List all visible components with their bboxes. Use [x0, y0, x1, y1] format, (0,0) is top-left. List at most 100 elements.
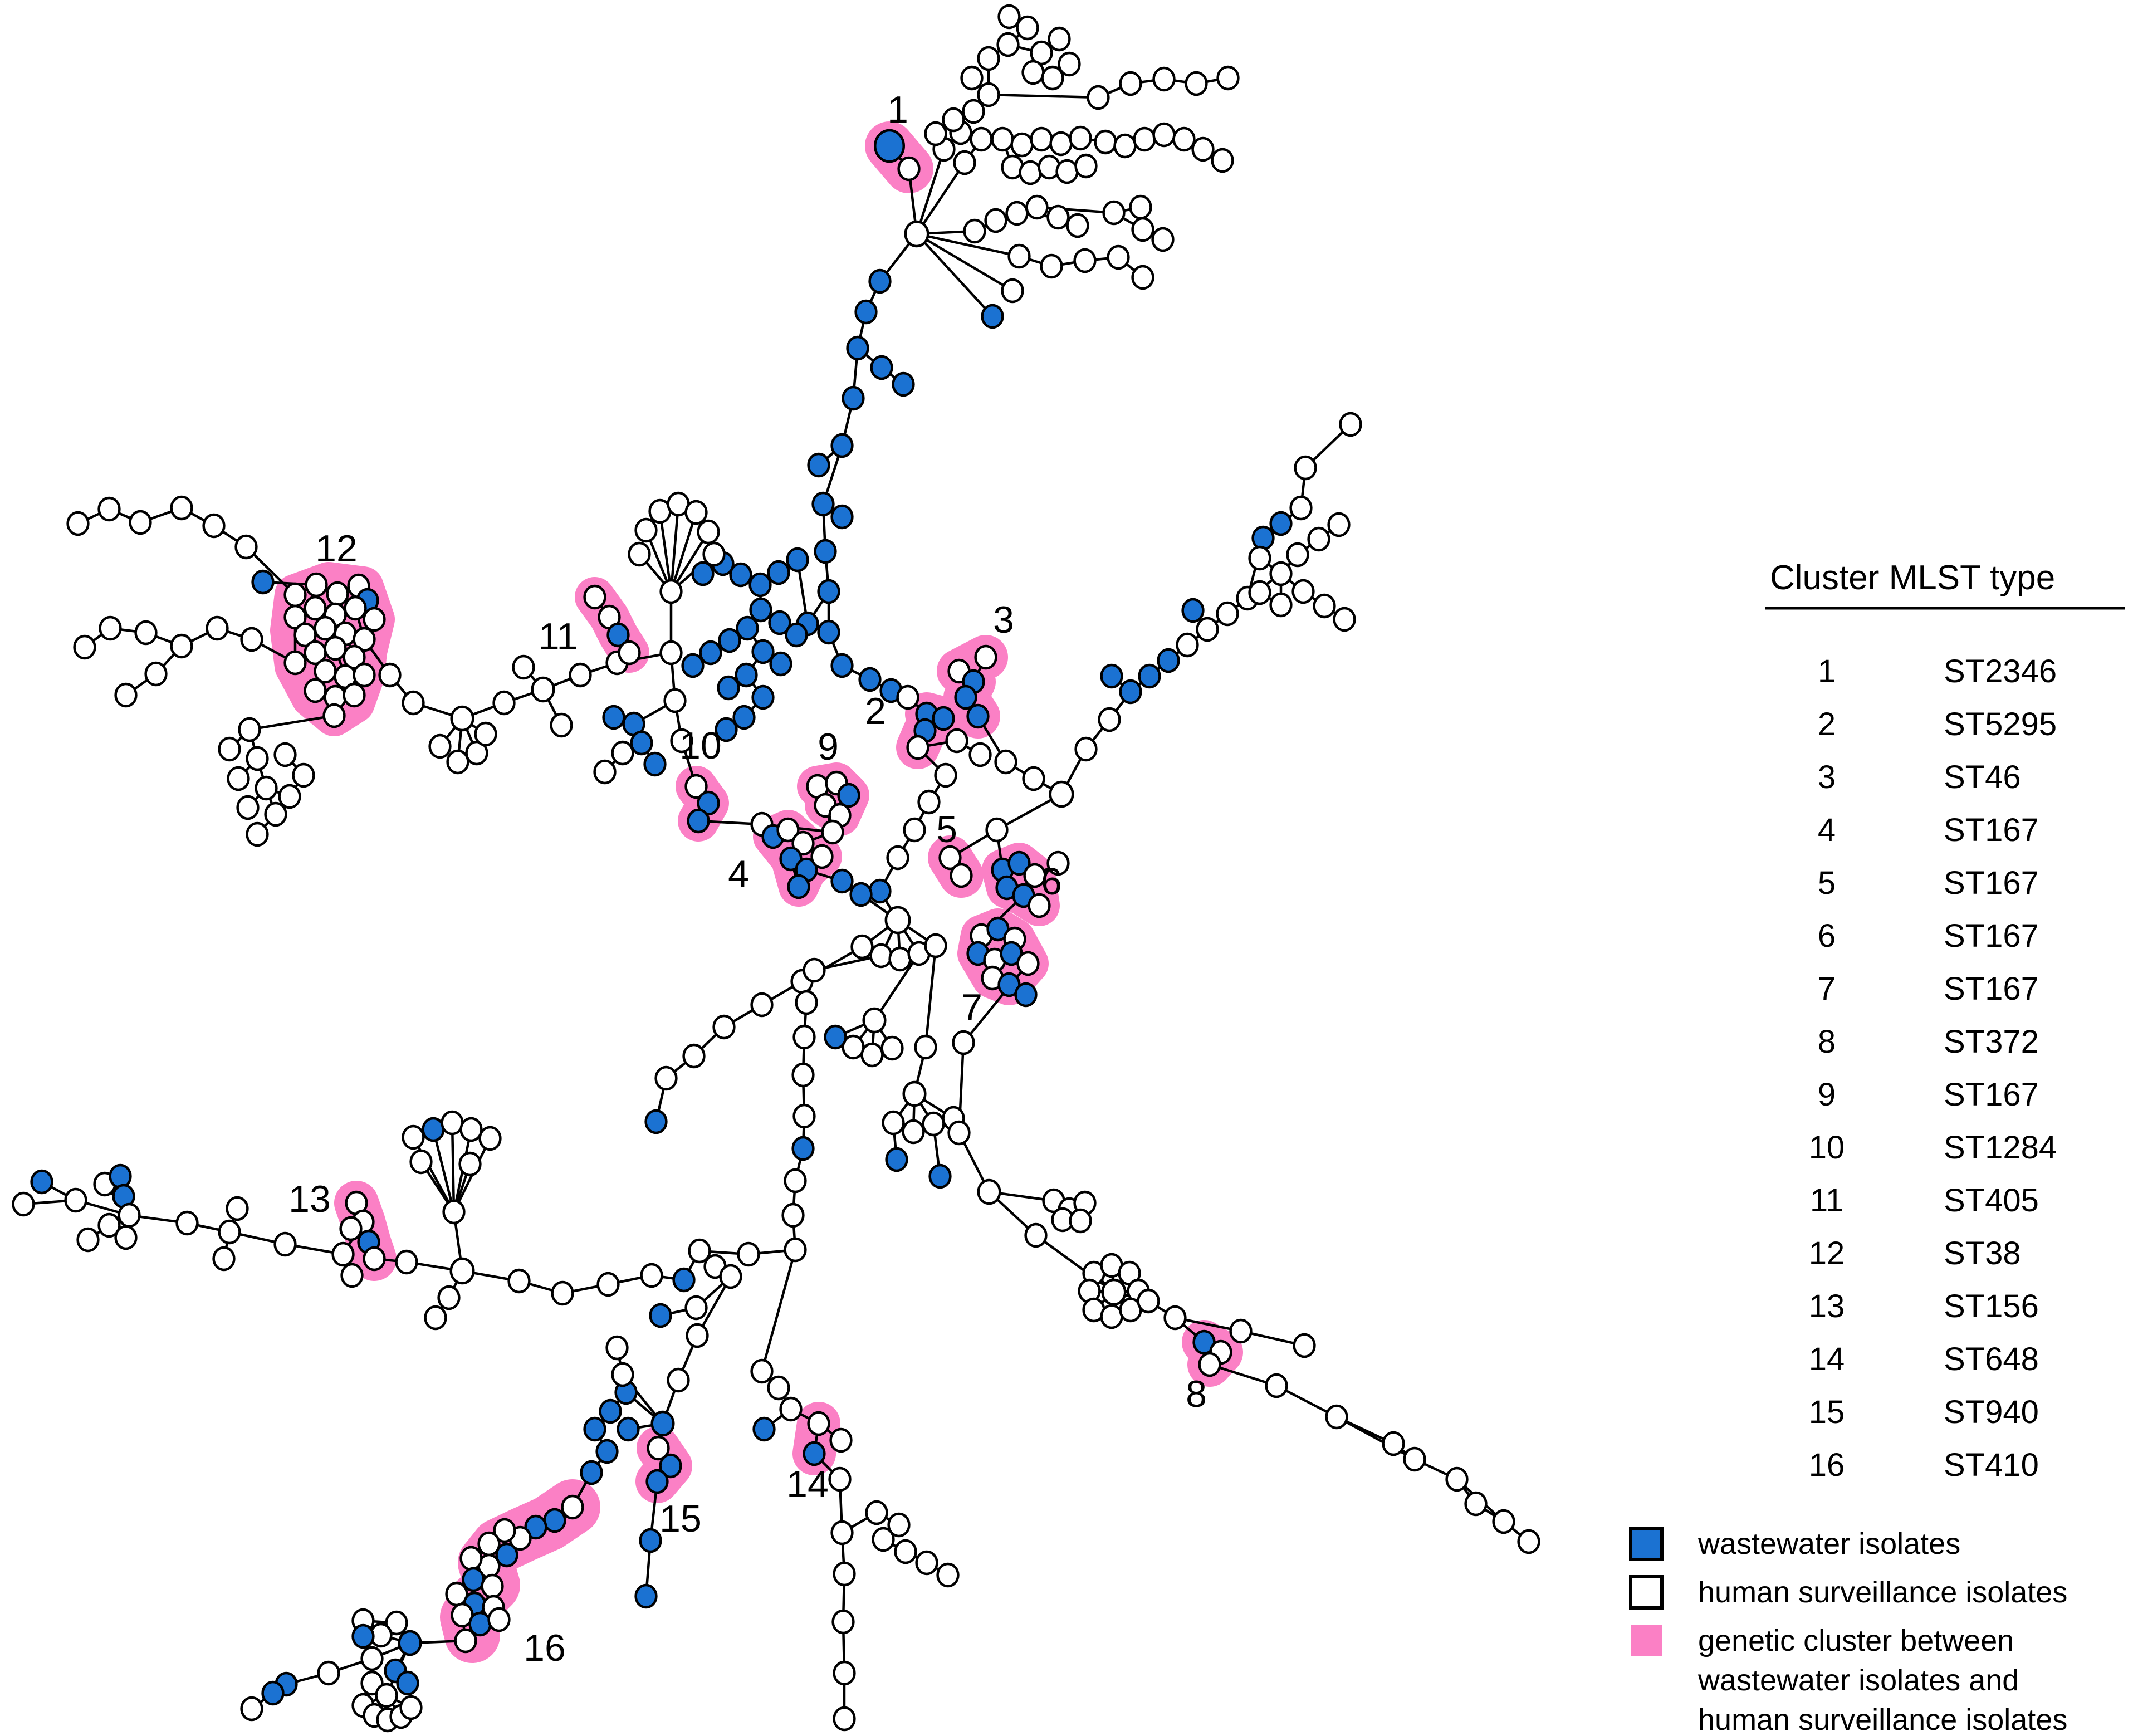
cluster-label-6: 6	[1041, 860, 1062, 903]
surveillance-isolate-node	[970, 126, 993, 152]
mlst-row-mlst-type: ST167	[1944, 865, 2039, 901]
surveillance-isolate-node	[984, 208, 1007, 233]
surveillance-isolate-node	[144, 661, 168, 687]
surveillance-isolate-node	[492, 690, 516, 716]
surveillance-isolate-node	[424, 1305, 447, 1331]
wastewater-isolate-node	[846, 335, 869, 361]
surveillance-isolate-node	[1294, 455, 1317, 481]
wastewater-isolate-node	[1157, 648, 1180, 673]
wastewater-isolate-node	[814, 539, 837, 564]
surveillance-isolate-node	[304, 595, 327, 621]
surveillance-isolate-node	[605, 1335, 629, 1361]
surveillance-isolate-node	[647, 1435, 670, 1461]
network-edge	[249, 714, 335, 731]
surveillance-isolate-node	[1172, 126, 1196, 152]
surveillance-isolate-node	[1131, 265, 1154, 290]
surveillance-isolate-node	[493, 1518, 516, 1543]
surveillance-isolate-node	[1163, 1305, 1187, 1331]
surveillance-isolate-node	[996, 32, 1020, 57]
surveillance-isolate-node	[317, 1660, 340, 1686]
surveillance-isolate-node	[76, 1227, 100, 1253]
cluster-label-9: 9	[818, 726, 839, 768]
wastewater-isolate-node	[543, 1508, 566, 1533]
surveillance-isolate-node	[833, 1706, 856, 1732]
surveillance-isolate-node	[1055, 159, 1079, 184]
surveillance-isolate-node	[670, 728, 693, 754]
wastewater-isolate-node	[830, 653, 854, 678]
surveillance-isolate-node	[902, 1080, 927, 1107]
wastewater-isolate-node	[1181, 598, 1205, 623]
mlst-row-cluster-number: 7	[1818, 971, 1836, 1007]
surveillance-isolate-node	[353, 627, 376, 652]
wastewater-isolate-node	[495, 1542, 518, 1568]
surveillance-isolate-node	[304, 678, 327, 703]
mlst-row-cluster-number: 12	[1809, 1235, 1845, 1272]
network-edge	[915, 149, 946, 234]
mlst-row-cluster-number: 2	[1818, 706, 1836, 742]
surveillance-isolate-node	[218, 736, 241, 762]
surveillance-isolate-node	[1313, 593, 1336, 619]
surveillance-isolate-node	[688, 1238, 711, 1264]
surveillance-isolate-node	[887, 1512, 911, 1538]
legend-swatch-human-surveillance	[1629, 1575, 1664, 1610]
mlst-row-mlst-type: ST167	[1944, 1077, 2039, 1113]
wastewater-isolate-node	[645, 1469, 669, 1494]
surveillance-isolate-node	[255, 775, 278, 801]
surveillance-isolate-node	[305, 572, 328, 598]
surveillance-isolate-node	[1307, 526, 1330, 552]
wastewater-isolate-node	[717, 675, 740, 701]
network-edge	[760, 1249, 797, 1372]
surveillance-isolate-node	[1339, 412, 1362, 437]
surveillance-isolate-node	[682, 1043, 706, 1069]
mlst-row-mlst-type: ST167	[1944, 971, 2039, 1007]
surveillance-isolate-node	[1229, 1318, 1253, 1344]
wastewater-isolate-node	[785, 622, 808, 648]
surveillance-isolate-node	[1492, 1509, 1515, 1534]
wastewater-isolate-node	[697, 790, 720, 816]
cluster-label-1: 1	[887, 89, 908, 131]
network-edge	[669, 503, 680, 592]
wastewater-isolate-node	[870, 355, 893, 380]
surveillance-isolate-node	[326, 581, 349, 607]
network-edge	[924, 945, 937, 1048]
wastewater-isolate-node	[1014, 982, 1038, 1008]
surveillance-isolate-node	[686, 1323, 709, 1348]
surveillance-isolate-node	[904, 220, 929, 248]
wastewater-isolate-node	[807, 452, 830, 478]
surveillance-isolate-node	[353, 662, 376, 688]
surveillance-isolate-node	[234, 534, 258, 560]
surveillance-isolate-node	[1010, 132, 1034, 158]
wastewater-isolate-node	[787, 874, 810, 899]
surveillance-isolate-node	[634, 517, 658, 543]
mlst-table-title: Cluster MLST type	[1770, 559, 2055, 597]
surveillance-isolate-node	[977, 82, 1000, 107]
surveillance-isolate-node	[1445, 1466, 1469, 1492]
mlst-row-cluster-number: 10	[1809, 1129, 1845, 1166]
surveillance-isolate-node	[1024, 1222, 1048, 1248]
network-edge	[451, 1122, 456, 1212]
cluster-label-2: 2	[865, 690, 886, 732]
surveillance-isolate-node	[810, 844, 834, 869]
wastewater-isolate-node	[30, 1169, 53, 1195]
surveillance-isolate-node	[487, 1607, 511, 1632]
surveillance-isolate-node	[129, 510, 152, 535]
surveillance-isolate-node	[684, 774, 708, 799]
surveillance-isolate-node	[659, 579, 683, 604]
surveillance-isolate-node	[897, 156, 921, 182]
surveillance-isolate-node	[1113, 133, 1137, 159]
surveillance-isolate-node	[865, 1500, 888, 1525]
surveillance-isolate-node	[1269, 561, 1293, 586]
mlst-row-mlst-type: ST648	[1944, 1341, 2039, 1377]
cluster-label-4: 4	[728, 853, 749, 895]
surveillance-isolate-node	[991, 126, 1014, 152]
surveillance-isolate-node	[1119, 71, 1142, 96]
surveillance-isolate-node	[611, 740, 634, 766]
surveillance-isolate-node	[97, 1212, 121, 1238]
wastewater-isolate-node	[892, 371, 915, 397]
surveillance-isolate-node	[1137, 1288, 1160, 1314]
surveillance-isolate-node	[1016, 15, 1039, 41]
legend-label-genetic-cluster: genetic cluster between	[1698, 1624, 2014, 1657]
surveillance-isolate-node	[1152, 66, 1176, 92]
wastewater-isolate-node	[715, 717, 738, 742]
surveillance-isolate-node	[947, 1120, 971, 1146]
